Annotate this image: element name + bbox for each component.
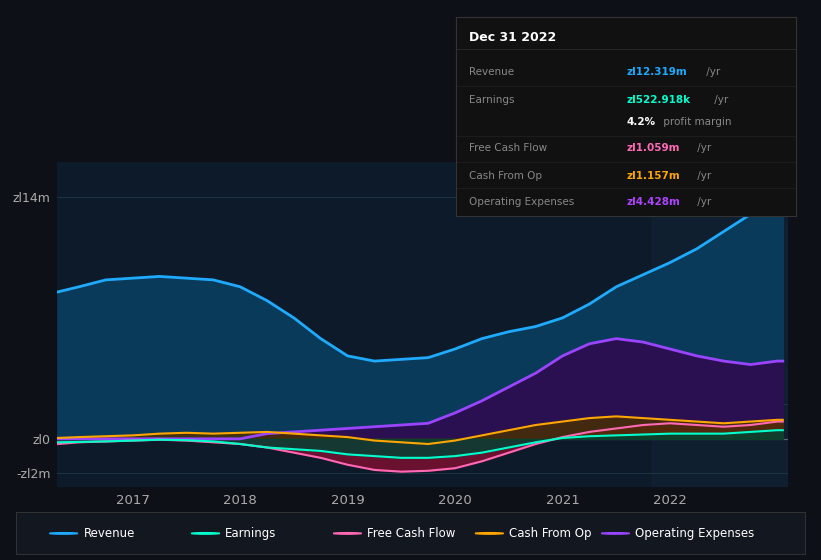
Text: Cash From Op: Cash From Op [509,527,591,540]
Text: Free Cash Flow: Free Cash Flow [367,527,456,540]
Text: Free Cash Flow: Free Cash Flow [470,143,548,153]
Text: Cash From Op: Cash From Op [470,171,543,181]
Bar [652,162,788,487]
Text: zl1.059m: zl1.059m [626,143,680,153]
Text: Revenue: Revenue [84,527,135,540]
Text: Dec 31 2022: Dec 31 2022 [470,31,557,44]
Text: zl1.157m: zl1.157m [626,171,680,181]
Text: Operating Expenses: Operating Expenses [635,527,754,540]
Text: Operating Expenses: Operating Expenses [470,197,575,207]
Text: /yr: /yr [695,171,712,181]
Text: /yr: /yr [695,197,712,207]
Text: zl4.428m: zl4.428m [626,197,680,207]
Text: /yr: /yr [711,95,728,105]
Text: /yr: /yr [703,67,720,77]
Circle shape [191,533,220,534]
Text: /yr: /yr [695,143,712,153]
Text: Earnings: Earnings [470,95,515,105]
Circle shape [333,533,361,534]
Text: zl12.319m: zl12.319m [626,67,686,77]
Circle shape [601,533,630,534]
Text: Revenue: Revenue [470,67,515,77]
Text: zl522.918k: zl522.918k [626,95,690,105]
Circle shape [475,533,503,534]
Text: profit margin: profit margin [660,117,732,127]
Text: Earnings: Earnings [225,527,277,540]
Text: 4.2%: 4.2% [626,117,655,127]
Circle shape [49,533,78,534]
